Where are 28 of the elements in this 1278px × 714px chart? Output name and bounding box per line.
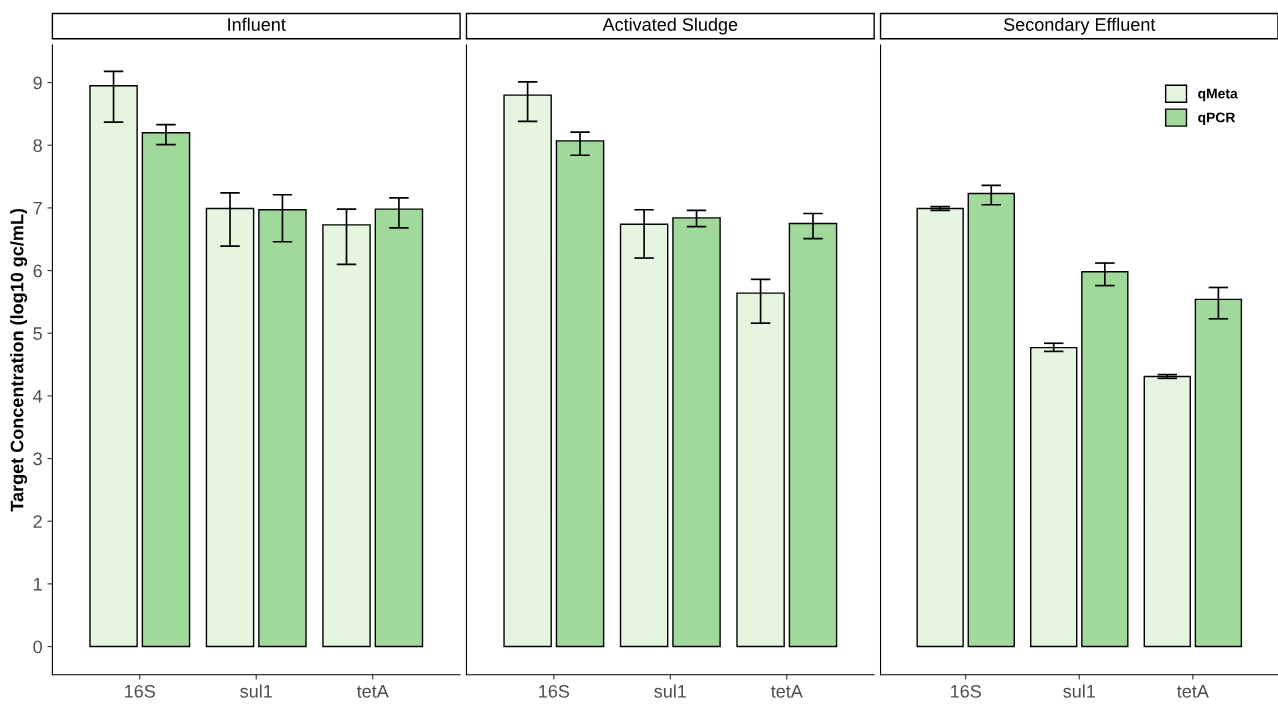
y-tick-label: 0 bbox=[33, 640, 42, 654]
legend-label: qMeta bbox=[1198, 88, 1238, 102]
y-tick-label: 9 bbox=[33, 76, 42, 90]
bar bbox=[1143, 375, 1191, 648]
y-tick-label: 1 bbox=[34, 577, 42, 591]
y-tick-label: 6 bbox=[33, 264, 42, 278]
y-tick-label: 3 bbox=[33, 452, 42, 466]
y-tick-label: 7 bbox=[33, 202, 42, 215]
x-tick-label: tetA bbox=[356, 685, 389, 698]
x-tick-label: 16S bbox=[539, 684, 570, 698]
x-tick-label: 16S bbox=[951, 684, 981, 698]
x-tick-label: tetA bbox=[1177, 685, 1209, 698]
x-tick-label: 16S bbox=[125, 684, 155, 698]
x-tick-label: sul1 bbox=[654, 684, 686, 698]
y-tick-label: 2 bbox=[33, 515, 42, 528]
x-tick-label: sul1 bbox=[240, 684, 272, 698]
chart-title: Activated Sludge bbox=[602, 17, 738, 35]
y-axis-title: Target Concentration (log10 gc/mL) bbox=[10, 208, 28, 512]
y-tick-label: 8 bbox=[33, 139, 42, 152]
y-tick-label: 4 bbox=[33, 390, 43, 403]
chart-title: Influent bbox=[228, 17, 286, 31]
bar bbox=[916, 207, 964, 648]
legend-label: qPCR bbox=[1198, 112, 1236, 126]
x-tick-label: sul1 bbox=[1063, 684, 1095, 698]
x-tick-label: tetA bbox=[771, 685, 803, 698]
bar bbox=[1030, 346, 1078, 648]
y-tick-label: 5 bbox=[33, 327, 42, 340]
chart-title: Secondary Effluent bbox=[1003, 17, 1156, 35]
